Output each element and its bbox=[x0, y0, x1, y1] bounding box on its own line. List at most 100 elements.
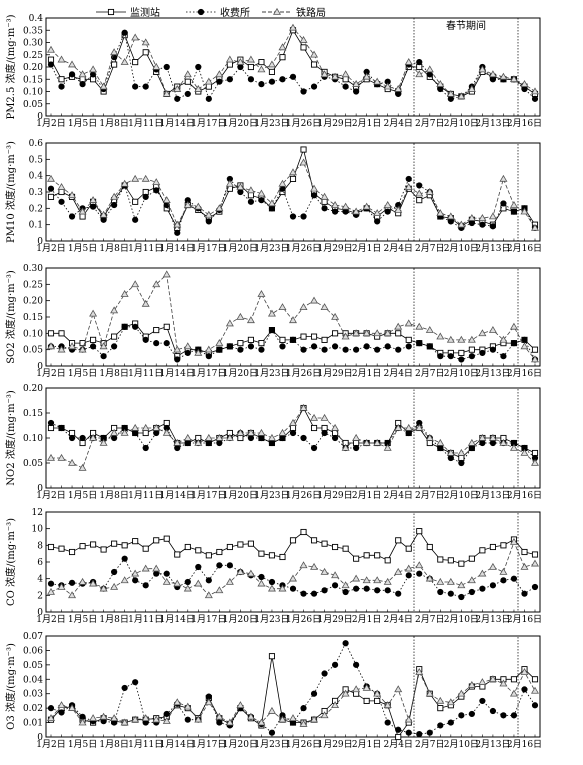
data-point bbox=[405, 729, 412, 736]
data-point bbox=[216, 719, 223, 726]
data-point bbox=[531, 355, 539, 363]
data-point bbox=[142, 429, 149, 437]
data-point bbox=[173, 84, 182, 92]
data-point bbox=[404, 319, 413, 327]
data-point bbox=[78, 577, 87, 585]
data-point bbox=[163, 535, 170, 542]
data-point bbox=[394, 205, 403, 213]
data-point bbox=[321, 540, 328, 547]
data-point bbox=[446, 448, 455, 456]
data-point bbox=[141, 299, 150, 307]
data-point bbox=[279, 434, 286, 442]
x-tick-label: 1月8日 bbox=[99, 490, 128, 501]
data-point bbox=[289, 429, 297, 437]
data-point bbox=[467, 84, 476, 92]
data-point bbox=[236, 567, 245, 575]
data-point bbox=[395, 346, 402, 353]
data-point bbox=[278, 43, 287, 51]
data-point bbox=[58, 424, 65, 432]
data-point bbox=[237, 188, 244, 196]
data-point bbox=[247, 76, 255, 83]
data-point bbox=[225, 433, 234, 441]
data-point bbox=[47, 714, 55, 722]
data-point bbox=[331, 423, 340, 431]
y-tick-label: 0.05 bbox=[23, 661, 43, 671]
data-point bbox=[258, 59, 265, 66]
y-tick-label: 0 bbox=[37, 237, 43, 247]
data-point bbox=[236, 428, 245, 436]
y-tick-label: 0.6 bbox=[29, 139, 44, 149]
data-point bbox=[142, 49, 149, 56]
data-point bbox=[289, 168, 297, 176]
data-point bbox=[194, 715, 203, 723]
data-point bbox=[226, 562, 233, 569]
series-3 bbox=[47, 23, 539, 100]
data-point bbox=[132, 538, 139, 545]
data-point bbox=[131, 423, 140, 431]
data-point bbox=[457, 335, 466, 343]
data-point bbox=[258, 573, 265, 581]
data-point bbox=[58, 198, 65, 205]
data-point bbox=[162, 577, 171, 585]
data-point bbox=[278, 428, 287, 436]
y-tick-label: 4 bbox=[37, 575, 43, 585]
data-point bbox=[510, 208, 518, 215]
data-point bbox=[310, 413, 319, 421]
data-point bbox=[246, 712, 255, 720]
data-point bbox=[258, 340, 265, 347]
data-point bbox=[132, 198, 139, 205]
data-point bbox=[373, 689, 382, 697]
data-point bbox=[184, 716, 191, 723]
data-point bbox=[299, 403, 308, 411]
data-point bbox=[300, 146, 307, 153]
data-point bbox=[353, 585, 360, 592]
data-point bbox=[341, 202, 350, 210]
data-point bbox=[416, 340, 423, 347]
x-tick-label: 2月10日 bbox=[444, 368, 479, 379]
x-tick-label: 2月1日 bbox=[352, 739, 381, 750]
data-point bbox=[521, 336, 528, 343]
data-point bbox=[257, 290, 266, 297]
data-point bbox=[173, 345, 182, 353]
data-point bbox=[321, 429, 328, 437]
x-tick-label: 2月7日 bbox=[415, 614, 444, 625]
x-tick-label: 1月11日 bbox=[128, 739, 163, 750]
data-point bbox=[142, 444, 149, 452]
data-point bbox=[331, 208, 339, 215]
data-point bbox=[320, 303, 329, 311]
data-point bbox=[342, 83, 349, 90]
y-axis-label: PM10 浓度/(mg·m⁻³) bbox=[4, 141, 17, 243]
series-line bbox=[51, 407, 536, 469]
data-point bbox=[57, 582, 66, 590]
data-point bbox=[204, 345, 213, 353]
data-point bbox=[300, 333, 307, 340]
series-2 bbox=[47, 323, 539, 363]
data-point bbox=[300, 213, 307, 220]
data-point bbox=[47, 45, 55, 53]
data-point bbox=[499, 335, 508, 343]
x-tick-label: 1月17日 bbox=[191, 490, 226, 501]
data-point bbox=[268, 552, 276, 559]
data-point bbox=[58, 545, 65, 552]
festival-box bbox=[413, 387, 519, 489]
data-point bbox=[341, 70, 350, 78]
x-tick-label: 1月20日 bbox=[223, 739, 258, 750]
data-point bbox=[247, 434, 255, 442]
data-point bbox=[384, 719, 391, 726]
data-point bbox=[521, 686, 528, 693]
data-point bbox=[384, 343, 391, 350]
y-tick-label: 6 bbox=[37, 558, 43, 568]
data-point bbox=[352, 329, 361, 337]
y-tick-label: 0.15 bbox=[23, 313, 43, 323]
data-point bbox=[247, 343, 255, 350]
data-point bbox=[521, 85, 528, 93]
data-point bbox=[246, 428, 255, 436]
data-point bbox=[321, 670, 328, 677]
data-point bbox=[257, 718, 266, 726]
data-point bbox=[342, 640, 349, 647]
data-point bbox=[300, 346, 307, 353]
data-point bbox=[489, 223, 497, 230]
data-point bbox=[173, 438, 182, 446]
data-point bbox=[310, 537, 318, 544]
data-point bbox=[362, 72, 371, 80]
